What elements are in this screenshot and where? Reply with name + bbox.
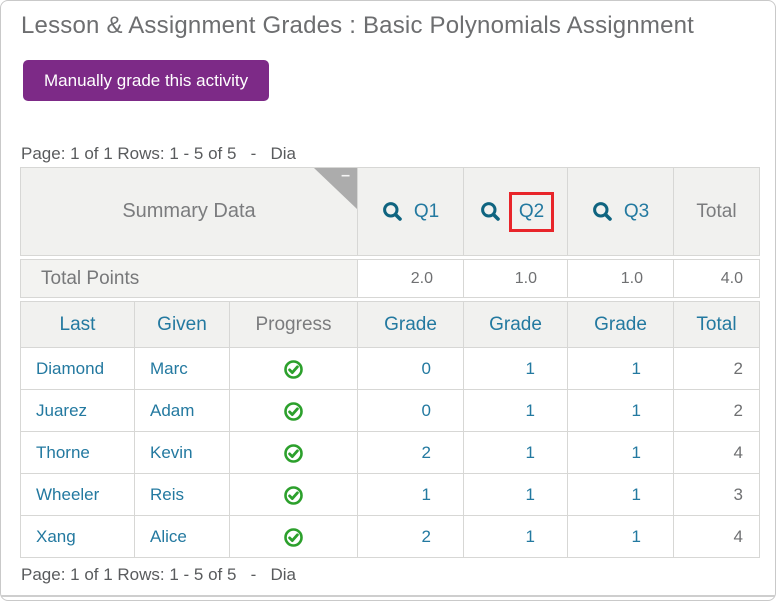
total-points-row: Total Points 2.0 1.0 1.0 4.0 [20,259,760,298]
total-points-q3: 1.0 [567,259,674,298]
table-header-row: Summary Data – Q1 [20,167,760,256]
total-points-q1: 2.0 [357,259,464,298]
grade-link-q3[interactable]: 1 [567,347,674,390]
grade-link-q3[interactable]: 1 [567,389,674,432]
column-header-q3[interactable]: Q3 [567,167,674,256]
progress-cell [229,347,358,390]
search-icon[interactable] [382,201,403,222]
sort-header-last[interactable]: Last [20,301,135,348]
search-icon[interactable] [592,201,613,222]
check-circle-icon [284,359,303,379]
total-points-q2: 1.0 [463,259,568,298]
student-grades-grid: Last Given Progress Grade Grade Grade To… [20,301,760,558]
progress-cell [229,431,358,474]
grade-link-q1[interactable]: 2 [357,515,464,558]
last-name-link[interactable]: Juarez [20,389,135,432]
summary-data-label: Summary Data [122,200,256,222]
grades-table: Summary Data – Q1 [20,167,760,558]
q2-highlight-box: Q2 [508,191,555,232]
student-row: Wheeler Reis 1 1 1 3 [20,473,760,516]
page-title: Lesson & Assignment Grades : Basic Polyn… [21,12,695,39]
collapse-minus-icon: – [341,167,350,185]
check-circle-icon [284,485,303,505]
progress-cell [229,473,358,516]
grade-link-q3[interactable]: 1 [567,515,674,558]
grade-link-q2[interactable]: 1 [463,389,568,432]
row-total-value: 3 [673,473,760,516]
row-total-value: 4 [673,515,760,558]
row-total-value: 2 [673,347,760,390]
progress-cell [229,389,358,432]
total-points-total: 4.0 [673,259,760,298]
sort-header-grade-q1[interactable]: Grade [357,301,464,348]
header-progress: Progress [229,301,358,348]
sort-header-total[interactable]: Total [673,301,760,348]
student-row: Xang Alice 2 1 1 4 [20,515,760,558]
given-name-link[interactable]: Alice [134,515,230,558]
given-name-link[interactable]: Adam [134,389,230,432]
sort-header-given[interactable]: Given [134,301,230,348]
last-name-link[interactable]: Diamond [20,347,135,390]
column-header-q1[interactable]: Q1 [357,167,464,256]
sort-header-grade-q2[interactable]: Grade [463,301,568,348]
summary-data-header: Summary Data – [20,167,358,256]
check-circle-icon [284,527,303,547]
pagination-top: Page: 1 of 1 Rows: 1 - 5 of 5 - Dia [21,144,296,163]
grade-link-q2[interactable]: 1 [463,347,568,390]
column-header-total: Total [673,167,760,256]
grade-link-q3[interactable]: 1 [567,473,674,516]
student-row: Thorne Kevin 2 1 1 4 [20,431,760,474]
column-header-q2[interactable]: Q2 [463,167,568,256]
q3-column-label[interactable]: Q3 [623,200,650,222]
student-row: Juarez Adam 0 1 1 2 [20,389,760,432]
check-circle-icon [284,443,303,463]
last-name-link[interactable]: Wheeler [20,473,135,516]
given-name-link[interactable]: Marc [134,347,230,390]
manually-grade-button[interactable]: Manually grade this activity [23,60,270,101]
grade-link-q1[interactable]: 0 [357,389,464,432]
check-circle-icon [284,401,303,421]
sub-header-row: Last Given Progress Grade Grade Grade To… [20,301,760,348]
progress-cell [229,515,358,558]
student-row: Diamond Marc 0 1 1 2 [20,347,760,390]
grade-link-q2[interactable]: 1 [463,515,568,558]
collapse-summary-toggle[interactable]: – [314,168,357,209]
sort-header-grade-q3[interactable]: Grade [567,301,674,348]
search-icon[interactable] [480,201,501,222]
given-name-link[interactable]: Kevin [134,431,230,474]
corner-triangle-icon [314,168,357,209]
grade-link-q3[interactable]: 1 [567,431,674,474]
grade-link-q1[interactable]: 0 [357,347,464,390]
given-name-link[interactable]: Reis [134,473,230,516]
grade-link-q2[interactable]: 1 [463,431,568,474]
grade-link-q2[interactable]: 1 [463,473,568,516]
row-total-value: 4 [673,431,760,474]
q1-column-label[interactable]: Q1 [413,200,440,222]
grade-link-q1[interactable]: 1 [357,473,464,516]
bottom-divider [1,595,775,597]
last-name-link[interactable]: Xang [20,515,135,558]
q2-column-label[interactable]: Q2 [518,200,545,222]
total-points-label: Total Points [20,259,358,298]
pagination-bottom: Page: 1 of 1 Rows: 1 - 5 of 5 - Dia [21,565,296,584]
row-total-value: 2 [673,389,760,432]
grade-link-q1[interactable]: 2 [357,431,464,474]
last-name-link[interactable]: Thorne [20,431,135,474]
